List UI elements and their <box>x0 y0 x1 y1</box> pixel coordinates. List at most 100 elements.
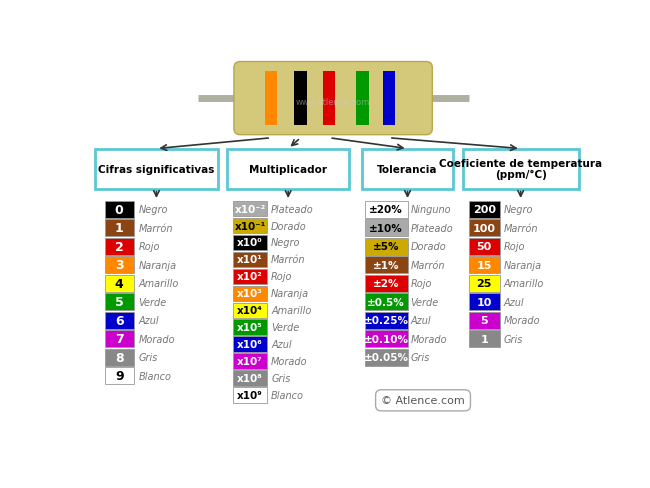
Text: Morado: Morado <box>138 334 176 344</box>
Text: Blanco: Blanco <box>138 371 172 381</box>
Bar <box>365 294 408 310</box>
Text: ±5%: ±5% <box>373 242 400 252</box>
Bar <box>383 72 395 126</box>
Text: 15: 15 <box>476 260 492 270</box>
Text: Rojo: Rojo <box>504 242 525 252</box>
Text: 1: 1 <box>115 222 124 235</box>
Text: 2: 2 <box>115 240 124 253</box>
Text: Marrón: Marrón <box>411 260 445 270</box>
Text: Verde: Verde <box>138 297 167 307</box>
Text: ±0.05%: ±0.05% <box>364 352 409 363</box>
Text: x10¹: x10¹ <box>237 255 263 265</box>
Bar <box>469 294 500 310</box>
Text: Azul: Azul <box>411 316 431 325</box>
FancyBboxPatch shape <box>227 149 350 189</box>
Bar <box>233 303 267 318</box>
Bar <box>469 330 500 347</box>
Text: x10³: x10³ <box>237 289 263 299</box>
Text: www.atlence.com: www.atlence.com <box>296 98 370 107</box>
Text: Gris: Gris <box>271 373 291 383</box>
Bar <box>105 312 134 329</box>
Bar <box>105 238 134 255</box>
Bar <box>265 72 278 126</box>
Bar <box>356 72 369 126</box>
Bar <box>323 72 335 126</box>
Bar <box>105 330 134 347</box>
Text: x10²: x10² <box>237 272 263 282</box>
Bar <box>233 202 267 217</box>
Text: x10⁵: x10⁵ <box>237 323 263 332</box>
Text: Marrón: Marrón <box>504 224 538 233</box>
Text: Dorado: Dorado <box>411 242 447 252</box>
Text: © Atlence.com: © Atlence.com <box>381 395 465 406</box>
Bar <box>105 275 134 292</box>
Bar <box>365 238 408 255</box>
Text: 4: 4 <box>115 277 124 290</box>
Text: Amarillo: Amarillo <box>504 279 544 289</box>
Bar <box>469 275 500 292</box>
Text: Coeficiente de temperatura
(ppm/°C): Coeficiente de temperatura (ppm/°C) <box>439 159 603 180</box>
Text: 7: 7 <box>115 332 124 346</box>
FancyBboxPatch shape <box>234 62 432 135</box>
Bar <box>233 252 267 267</box>
Text: Azul: Azul <box>271 340 292 349</box>
Text: Amarillo: Amarillo <box>138 279 179 289</box>
Text: Marrón: Marrón <box>138 224 173 233</box>
Bar <box>365 330 408 347</box>
Text: Gris: Gris <box>504 334 523 344</box>
Text: Blanco: Blanco <box>271 390 304 400</box>
Text: 8: 8 <box>115 351 124 364</box>
Text: Ninguno: Ninguno <box>411 205 451 215</box>
Bar <box>233 219 267 234</box>
Text: Negro: Negro <box>138 205 168 215</box>
Bar <box>105 294 134 310</box>
Text: Azul: Azul <box>504 297 525 307</box>
Text: Amarillo: Amarillo <box>271 305 311 316</box>
Text: Morado: Morado <box>411 334 447 344</box>
Text: 3: 3 <box>115 259 124 272</box>
Text: x10⁻²: x10⁻² <box>235 204 266 214</box>
Text: 10: 10 <box>476 297 492 307</box>
Bar <box>105 349 134 366</box>
Text: Verde: Verde <box>271 323 300 332</box>
Text: ±20%: ±20% <box>369 205 403 215</box>
Bar <box>105 257 134 274</box>
Text: 200: 200 <box>473 205 496 215</box>
Text: ±0.10%: ±0.10% <box>364 334 409 344</box>
Text: x10⁰: x10⁰ <box>237 238 263 248</box>
Text: ±2%: ±2% <box>373 279 400 289</box>
Text: Marrón: Marrón <box>271 255 306 265</box>
Bar <box>233 320 267 335</box>
Bar <box>469 220 500 237</box>
Bar <box>105 367 134 385</box>
Bar <box>105 202 134 219</box>
Bar <box>365 312 408 329</box>
Text: x10⁹: x10⁹ <box>237 390 263 400</box>
Bar <box>365 257 408 274</box>
Bar <box>233 370 267 386</box>
Text: x10⁶: x10⁶ <box>237 340 263 349</box>
Text: Gris: Gris <box>411 352 430 363</box>
Bar <box>233 354 267 369</box>
Text: 0: 0 <box>115 203 124 216</box>
Text: Gris: Gris <box>138 352 158 363</box>
Text: Multiplicador: Multiplicador <box>249 164 327 174</box>
Text: x10⁸: x10⁸ <box>237 373 263 383</box>
Text: 50: 50 <box>476 242 492 252</box>
Text: Morado: Morado <box>504 316 540 325</box>
Text: Negro: Negro <box>271 238 300 248</box>
Bar <box>365 220 408 237</box>
Bar <box>294 72 307 126</box>
Text: Naranja: Naranja <box>138 260 177 270</box>
Bar <box>365 349 408 366</box>
Bar <box>233 235 267 251</box>
Text: x10⁻¹: x10⁻¹ <box>235 221 266 231</box>
Text: Plateado: Plateado <box>271 204 314 214</box>
Bar <box>469 202 500 219</box>
Text: ±0.25%: ±0.25% <box>364 316 409 325</box>
Text: Rojo: Rojo <box>138 242 160 252</box>
Bar <box>469 257 500 274</box>
Bar <box>105 220 134 237</box>
Text: Rojo: Rojo <box>411 279 432 289</box>
Text: Plateado: Plateado <box>411 224 454 233</box>
